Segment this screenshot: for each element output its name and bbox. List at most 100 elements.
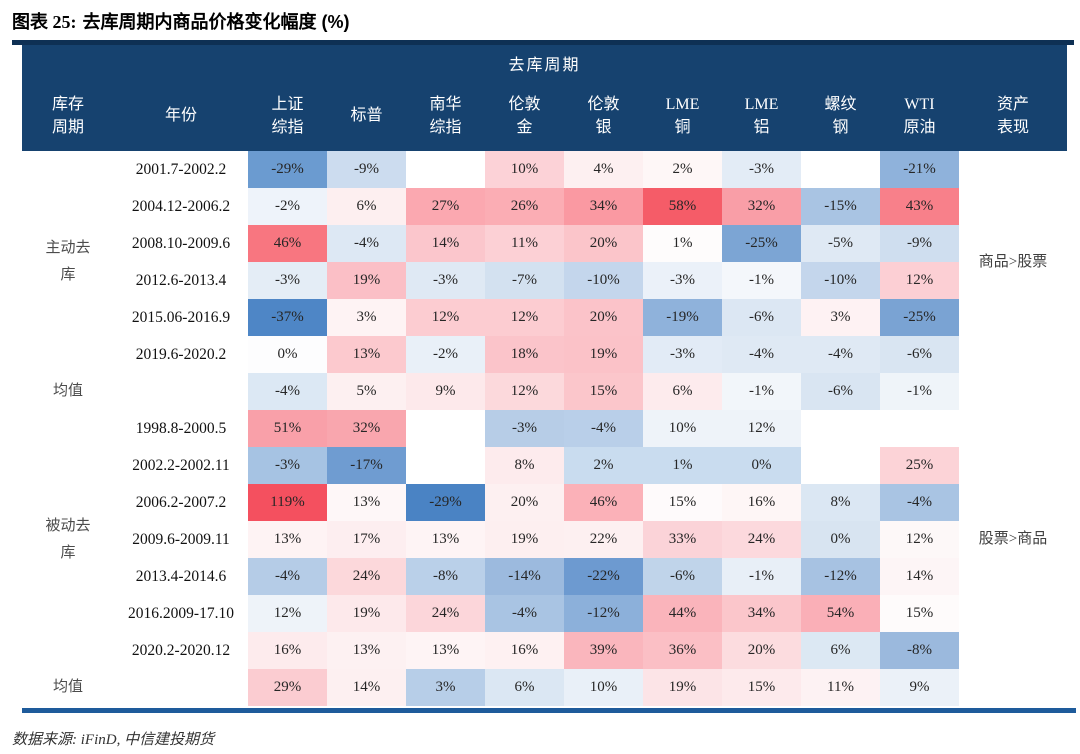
heatmap-cell: 44% — [643, 595, 722, 632]
inventory-phase-label: 主动去库 — [22, 151, 114, 373]
heatmap-cell: -4% — [248, 373, 327, 410]
heatmap-cell — [406, 151, 485, 188]
heatmap-cell: -22% — [564, 558, 643, 595]
column-header: 上证 综指 — [248, 81, 327, 151]
heatmap-cell: 6% — [643, 373, 722, 410]
heatmap-cell: -19% — [643, 299, 722, 336]
heatmap-cell: 2% — [643, 151, 722, 188]
heatmap-cell: 34% — [722, 595, 801, 632]
heatmap-cell: -3% — [643, 336, 722, 373]
table-row: 2013.4-2014.6 -4% 24% -8% -14% -22% -6% -1% -12%… — [22, 558, 1067, 595]
heatmap-cell: 9% — [406, 373, 485, 410]
heatmap-cell: 12% — [485, 373, 564, 410]
heatmap-cell: -1% — [722, 262, 801, 299]
heatmap-cell: 16% — [248, 632, 327, 669]
heatmap-cell: -3% — [248, 262, 327, 299]
heatmap-cell: 19% — [485, 521, 564, 558]
heatmap-cell: 0% — [801, 521, 880, 558]
heatmap-cell: -4% — [564, 410, 643, 447]
table-row: 2016.2009-17.10 12% 19% 24% -4% -12% 44% 34% 54%… — [22, 595, 1067, 632]
heatmap-cell: 11% — [485, 225, 564, 262]
heatmap-cell: 119% — [248, 484, 327, 521]
table-row: 被动去库 1998.8-2000.5 51% 32% -3% -4% 10% 12% 股票>商品 — [22, 410, 1067, 669]
heatmap-cell: 1% — [643, 225, 722, 262]
heatmap-cell: -25% — [722, 225, 801, 262]
heatmap-cell: 13% — [327, 336, 406, 373]
heatmap-cell: 2% — [564, 447, 643, 484]
heatmap-cell: -1% — [722, 373, 801, 410]
heatmap-cell: -6% — [880, 336, 959, 373]
heatmap-cell: 24% — [722, 521, 801, 558]
heatmap-cell: 6% — [485, 669, 564, 706]
heatmap-cell: 15% — [564, 373, 643, 410]
heatmap-cell: 14% — [406, 225, 485, 262]
table-row: 2009.6-2009.11 13% 17% 13% 19% 22% 33% 24% 0% 12% — [22, 521, 1067, 558]
heatmap-cell: 13% — [327, 632, 406, 669]
inventory-phase-label: 均值 — [22, 669, 114, 706]
heatmap-cell: -3% — [248, 447, 327, 484]
heatmap-cell: 12% — [722, 410, 801, 447]
heatmap-cell: 4% — [564, 151, 643, 188]
heatmap-cell: -4% — [248, 558, 327, 595]
heatmap-cell: 32% — [722, 188, 801, 225]
table-row: 2012.6-2013.4 -3% 19% -3% -7% -10% -3% -1% -10% 1… — [22, 262, 1067, 299]
heatmap-cell: -4% — [327, 225, 406, 262]
span-header-cell: 去库周期 — [22, 45, 1067, 81]
heatmap-cell: 0% — [722, 447, 801, 484]
heatmap-cell: 24% — [406, 595, 485, 632]
heatmap-cell: -14% — [485, 558, 564, 595]
heatmap-cell: -17% — [327, 447, 406, 484]
heatmap-cell: 39% — [564, 632, 643, 669]
heatmap-cell: 12% — [880, 521, 959, 558]
heatmap-cell: -5% — [801, 225, 880, 262]
table-row: 均值 -4% 5% 9% 12% 15% 6% -1% -6% -1% — [22, 373, 1067, 410]
heatmap-cell: 11% — [801, 669, 880, 706]
column-header-row: 库存 周期 年份 上证 综指 标普 南华 综指 伦敦金伦敦银 LME 铜 LME 铝螺纹钢 WTI 原油 资产… — [22, 81, 1067, 151]
heatmap-cell: 33% — [643, 521, 722, 558]
heatmap-cell: 13% — [248, 521, 327, 558]
column-header: 标普 — [327, 81, 406, 151]
heatmap-cell: -4% — [722, 336, 801, 373]
heatmap-cell: 5% — [327, 373, 406, 410]
heatmap-cell — [406, 447, 485, 484]
table-row: 2006.2-2007.2 119% 13% -29% 20% 46% 15% 16% 8% -4… — [22, 484, 1067, 521]
column-header: WTI 原油 — [880, 81, 959, 151]
heatmap-cell: -9% — [880, 225, 959, 262]
heatmap-cell: 8% — [485, 447, 564, 484]
period-label: 1998.8-2000.5 — [114, 410, 248, 447]
heatmap-cell: 20% — [722, 632, 801, 669]
heatmap-cell: 12% — [485, 299, 564, 336]
heatmap-cell: 12% — [406, 299, 485, 336]
heatmap-cell: -4% — [880, 484, 959, 521]
figure-title: 图表 25: 去库周期内商品价格变化幅度 (%) — [12, 8, 350, 34]
heatmap-cell: 3% — [327, 299, 406, 336]
heatmap-cell: 19% — [564, 336, 643, 373]
heatmap-cell: 46% — [248, 225, 327, 262]
asset-performance-label — [959, 669, 1067, 706]
table-row: 主动去库 2001.7-2002.2 -29% -9% 10% 4% 2% -3% -21% 商品… — [22, 151, 1067, 373]
heatmap-cell: 46% — [564, 484, 643, 521]
period-label: 2019.6-2020.2 — [114, 336, 248, 373]
period-label: 2002.2-2002.11 — [114, 447, 248, 484]
top-divider — [12, 40, 1074, 45]
table-row: 2004.12-2006.2 -2% 6% 27% 26% 34% 58% 32% -15% 43… — [22, 188, 1067, 225]
heatmap-cell: 10% — [643, 410, 722, 447]
price-change-table: 去库周期 库存 周期 年份 上证 综指 标普 南华 综指 伦敦金伦敦银 LME 铜 LME 铝螺纹钢 WT… — [22, 45, 1067, 706]
heatmap-cell: -8% — [406, 558, 485, 595]
heatmap-cell: -6% — [801, 373, 880, 410]
column-header: 螺纹钢 — [801, 81, 880, 151]
figure-title-text: 去库周期内商品价格变化幅度 (%) — [82, 12, 350, 32]
heatmap-cell: 1% — [643, 447, 722, 484]
heatmap-cell: -4% — [801, 336, 880, 373]
heatmap-cell: 17% — [327, 521, 406, 558]
table-row: 2002.2-2002.11 -3% -17% 8% 2% 1% 0% 25% — [22, 447, 1067, 484]
heatmap-cell: -6% — [722, 299, 801, 336]
heatmap-cell: 16% — [485, 632, 564, 669]
heatmap-cell: -1% — [880, 373, 959, 410]
heatmap-cell: 3% — [406, 669, 485, 706]
column-header: 南华 综指 — [406, 81, 485, 151]
heatmap-cell: 20% — [564, 299, 643, 336]
heatmap-cell: 18% — [485, 336, 564, 373]
asset-performance-label — [959, 373, 1067, 410]
asset-performance-label: 商品>股票 — [959, 151, 1067, 373]
